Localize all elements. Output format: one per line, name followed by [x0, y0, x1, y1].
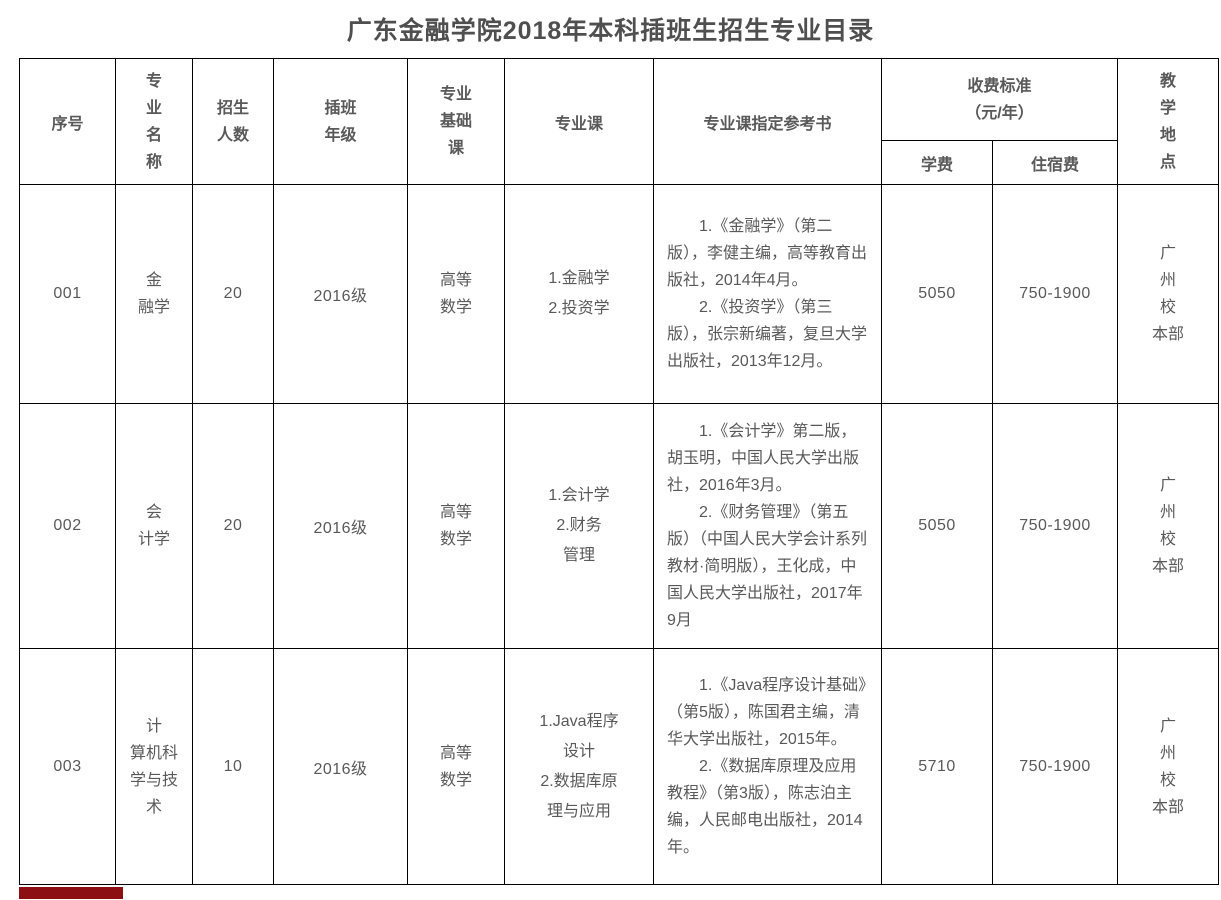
table-row: 002 会 计学 20 2016级 高等 数学 1.会计学 2.财务 管理 1.… [19, 403, 1220, 649]
cell-accommodation-fee: 750-1900 [991, 648, 1119, 885]
table-row: 003 计 算机科 学与技 术 10 2016级 高等 数学 1.Java程序 … [19, 648, 1220, 885]
admissions-catalog-table: 序号 专 业 名 称 招生 人数 插班 年级 专业 基础 课 专业课 专业课指定… [19, 58, 1220, 885]
header-fee-standard: 收费标准 （元/年） [880, 58, 1119, 141]
header-major-course: 专业课 [504, 58, 654, 185]
cell-transfer-grade: 2016级 [273, 403, 408, 649]
header-reference-books: 专业课指定参考书 [653, 58, 882, 185]
reference-paragraph: 1.《金融学》（第二版），李健主编，高等教育出版社，2014年4月。 [667, 218, 868, 289]
red-highlight-bar [19, 887, 123, 899]
header-accommodation-fee: 住宿费 [991, 140, 1119, 185]
cell-tuition: 5710 [881, 648, 993, 885]
cell-serial-number: 003 [19, 648, 116, 885]
cell-enrollment-count: 20 [192, 403, 274, 649]
cell-reference-books: 1.《会计学》第二版，胡玉明，中国人民大学出版社，2016年3月。 2.《财务管… [653, 403, 882, 649]
cell-tuition: 5050 [881, 184, 993, 404]
header-tuition: 学费 [881, 140, 993, 185]
cell-accommodation-fee: 750-1900 [991, 184, 1119, 404]
header-row-2: 学费 住宿费 [20, 140, 1219, 185]
reference-paragraph: 1.《会计学》第二版，胡玉明，中国人民大学出版社，2016年3月。 [667, 423, 860, 494]
cell-basic-course: 高等 数学 [407, 648, 505, 885]
reference-paragraph: 1.《Java程序设计基础》（第5版），陈国君主编，清华大学出版社，2015年。 [667, 677, 867, 748]
header-serial-number: 序号 [19, 58, 116, 185]
cell-enrollment-count: 20 [192, 184, 274, 404]
cell-major-name: 会 计学 [115, 403, 193, 649]
cell-accommodation-fee: 750-1900 [991, 403, 1119, 649]
cell-teaching-location: 广 州 校 本部 [1117, 403, 1220, 649]
cell-enrollment-count: 10 [192, 648, 274, 885]
header-enrollment-count: 招生 人数 [192, 58, 274, 185]
cell-basic-course: 高等 数学 [407, 403, 505, 649]
cell-teaching-location: 广 州 校 本部 [1117, 184, 1220, 404]
reference-paragraph: 2.《财务管理》（第五版）（中国人民大学会计系列教材·简明版），王化成，中国人民… [667, 504, 868, 629]
cell-major-courses: 1.金融学 2.投资学 [504, 184, 654, 404]
reference-paragraph: 2.《投资学》（第三版），张宗新编著，复旦大学出版社，2013年12月。 [667, 299, 868, 370]
page-title: 广东金融学院2018年本科插班生招生专业目录 [346, 17, 875, 45]
cell-teaching-location: 广 州 校 本部 [1117, 648, 1220, 885]
cell-major-name: 计 算机科 学与技 术 [115, 648, 193, 885]
header-transfer-grade: 插班 年级 [273, 58, 408, 185]
reference-paragraph: 2.《数据库原理及应用教程》（第3版），陈志泊主编，人民邮电出版社，2014年。 [667, 758, 863, 856]
cell-major-name: 金 融学 [115, 184, 193, 404]
cell-serial-number: 002 [19, 403, 116, 649]
header-major-name: 专 业 名 称 [115, 58, 193, 185]
header-teaching-location: 教 学 地 点 [1117, 58, 1220, 185]
cell-reference-books: 1.《金融学》（第二版），李健主编，高等教育出版社，2014年4月。 2.《投资… [653, 184, 882, 404]
cell-transfer-grade: 2016级 [273, 648, 408, 885]
cell-major-courses: 1.会计学 2.财务 管理 [504, 403, 654, 649]
cell-transfer-grade: 2016级 [273, 184, 408, 404]
table-row: 001 金 融学 20 2016级 高等 数学 1.金融学 2.投资学 1.《金… [19, 184, 1220, 404]
cell-serial-number: 001 [19, 184, 116, 404]
header-row-1: 序号 专 业 名 称 招生 人数 插班 年级 专业 基础 课 专业课 专业课指定… [19, 58, 1220, 185]
cell-major-courses: 1.Java程序 设计 2.数据库原 理与应用 [504, 648, 654, 885]
header-basic-course: 专业 基础 课 [407, 58, 505, 185]
cell-basic-course: 高等 数学 [407, 184, 505, 404]
cell-reference-books: 1.《Java程序设计基础》（第5版），陈国君主编，清华大学出版社，2015年。… [653, 648, 882, 885]
cell-tuition: 5050 [881, 403, 993, 649]
